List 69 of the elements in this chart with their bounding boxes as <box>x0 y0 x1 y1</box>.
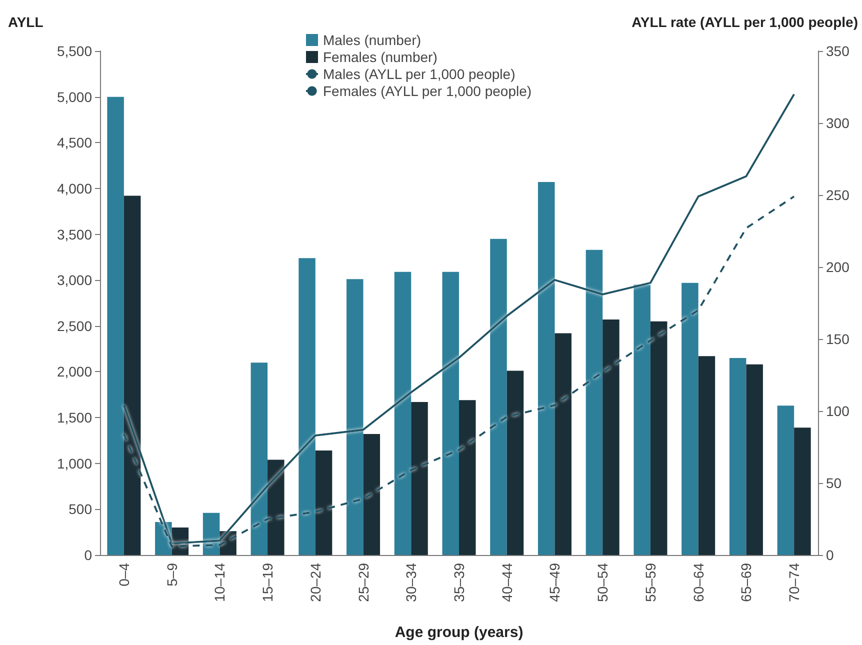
y-tick-label: 2,500 <box>56 318 92 334</box>
bar <box>746 364 763 555</box>
bar <box>346 279 364 555</box>
bar <box>554 333 572 555</box>
bar <box>411 402 428 555</box>
x-tick-label: 65–69 <box>738 562 754 602</box>
x-tick-label: 55–59 <box>642 562 658 602</box>
x-tick-label: 25–29 <box>355 562 372 602</box>
legend-label: Females (AYLL per 1,000 people) <box>323 83 532 99</box>
y2-axis-title: AYLL rate (AYLL per 1,000 people) <box>632 14 858 30</box>
legend-label: Males (number) <box>323 32 422 48</box>
y-tick-label: 1,000 <box>56 455 92 472</box>
y2-tick-label: 200 <box>826 259 850 275</box>
bar <box>538 182 555 555</box>
x-tick-label: 50–54 <box>594 562 611 602</box>
y-tick-label: 3,000 <box>56 272 92 288</box>
bar <box>650 321 668 555</box>
y2-tick-label: 350 <box>826 43 850 59</box>
legend-label: Females (number) <box>323 49 438 65</box>
bar <box>298 258 316 555</box>
x-tick-label: 15–19 <box>260 562 276 602</box>
bar <box>602 319 620 555</box>
y2-tick-label: 300 <box>826 115 850 131</box>
bar <box>250 362 268 555</box>
bar <box>107 96 124 555</box>
bar <box>490 238 507 555</box>
x-tick-label: 5–9 <box>164 562 180 586</box>
y-tick-label: 1,500 <box>56 410 92 426</box>
bar <box>124 196 141 555</box>
y-tick-label: 4,500 <box>56 134 92 151</box>
y2-tick-label: 250 <box>826 187 850 203</box>
y2-tick-label: 0 <box>826 547 834 563</box>
bar <box>363 434 380 555</box>
x-tick-label: 70–74 <box>786 562 802 602</box>
x-tick-label: 45–49 <box>546 562 563 602</box>
y-tick-label: 2,000 <box>56 364 92 380</box>
bar <box>506 370 524 555</box>
x-tick-label: 0–4 <box>116 562 132 586</box>
bar <box>394 272 412 555</box>
x-tick-label: 35–39 <box>451 562 467 602</box>
x-tick-label: 30–34 <box>403 562 420 602</box>
bar <box>777 406 794 555</box>
bar <box>634 284 650 555</box>
x-axis-title: Age group (years) <box>394 624 524 641</box>
y2-tick-label: 100 <box>826 403 850 419</box>
y-axis-title: AYLL <box>8 14 44 30</box>
legend-label: Males (AYLL per 1,000 people) <box>323 66 516 82</box>
bar <box>794 428 811 555</box>
bar <box>202 512 220 555</box>
x-tick-label: 60–64 <box>690 562 706 602</box>
bar <box>315 450 332 555</box>
bar <box>698 356 716 555</box>
bar <box>682 282 698 555</box>
bar <box>729 358 746 555</box>
bar <box>268 460 284 555</box>
y2-tick-label: 50 <box>826 475 842 491</box>
bar <box>442 272 459 555</box>
y-tick-label: 500 <box>68 501 92 518</box>
y-tick-label: 4,000 <box>56 180 92 196</box>
bar <box>459 400 476 555</box>
bar <box>586 250 603 555</box>
y-tick-label: 5,500 <box>56 43 92 59</box>
x-tick-label: 40–44 <box>498 562 515 602</box>
x-tick-label: 10–14 <box>212 562 228 602</box>
y2-tick-label: 150 <box>826 331 850 347</box>
y-tick-label: 5,000 <box>56 88 92 105</box>
y-tick-label: 3,500 <box>56 226 92 242</box>
y-tick-label: 0 <box>84 547 92 563</box>
x-tick-label: 20–24 <box>307 562 324 602</box>
